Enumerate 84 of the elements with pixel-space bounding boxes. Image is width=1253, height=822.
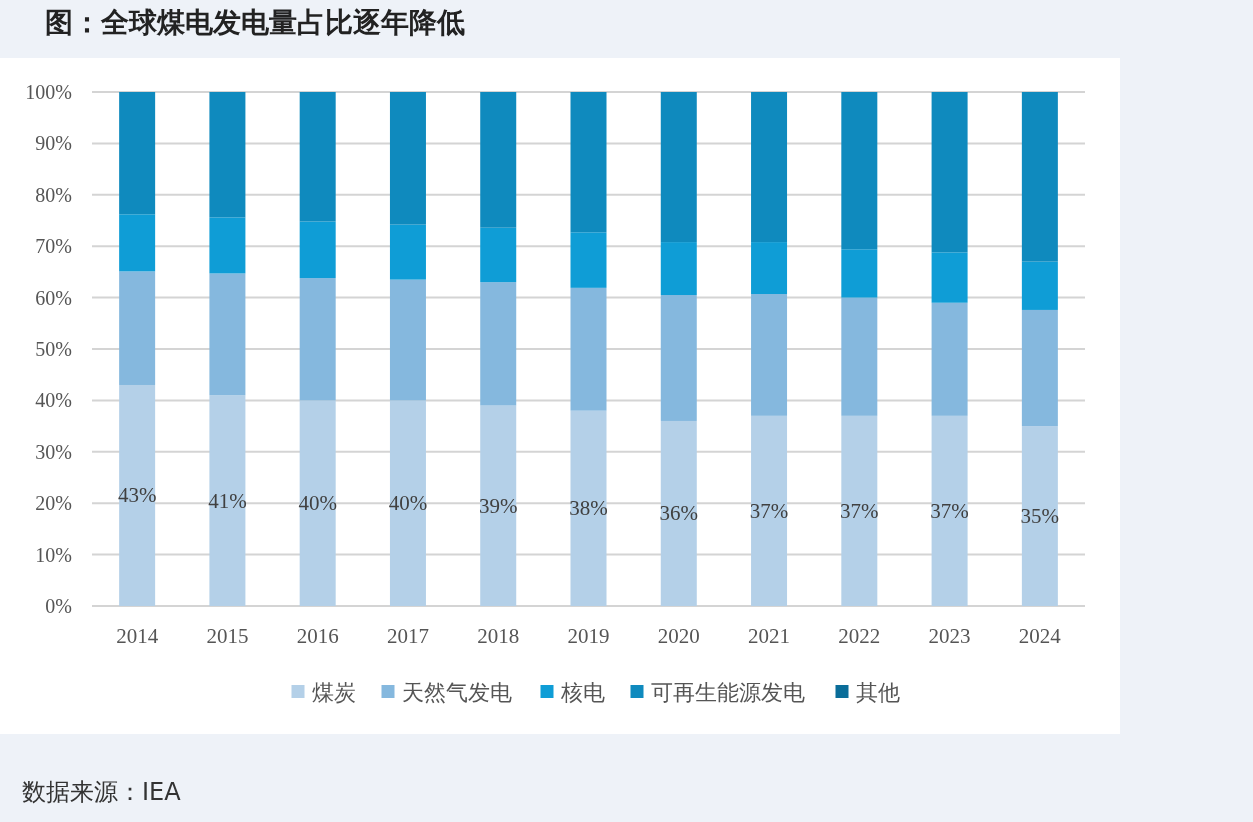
bar (480, 405, 517, 606)
legend-label: 核电 (559, 680, 605, 705)
x-tick-label: 2015 (206, 624, 249, 648)
y-tick-label: 80% (35, 183, 72, 206)
bar (751, 415, 788, 606)
x-tick-label: 2024 (1018, 624, 1062, 648)
bar (1021, 309, 1058, 427)
x-tick-label: 2017 (386, 624, 429, 648)
x-tick-label: 2022 (838, 624, 881, 648)
bar (841, 92, 878, 250)
data-label: 40% (298, 491, 337, 516)
bar (931, 92, 968, 253)
bar (570, 287, 607, 411)
bar (209, 92, 246, 218)
x-tick-label: 2018 (477, 624, 520, 648)
bar (209, 217, 246, 274)
bar (570, 410, 607, 606)
source-note: 数据来源：IEA (22, 778, 182, 806)
data-label: 41% (208, 488, 247, 513)
bar (931, 302, 968, 416)
y-tick-label: 90% (35, 132, 72, 155)
y-tick-label: 60% (35, 286, 72, 309)
bar (751, 242, 788, 294)
bar (480, 227, 517, 283)
bar (389, 224, 426, 280)
bar (1021, 426, 1058, 606)
y-tick-label: 100% (25, 81, 72, 103)
y-tick-label: 30% (35, 440, 72, 463)
data-label: 43% (117, 483, 157, 508)
bar (660, 92, 697, 243)
x-tick-label: 2023 (928, 624, 971, 648)
data-label: 36% (659, 501, 699, 526)
bar (841, 249, 878, 298)
data-label: 37% (840, 498, 879, 523)
bar (119, 92, 156, 215)
bar (299, 221, 336, 279)
bar (751, 294, 788, 416)
x-tick-label: 2021 (748, 624, 791, 648)
bar (660, 420, 697, 606)
data-label: 37% (749, 498, 789, 523)
y-tick-label: 0% (45, 595, 72, 617)
x-tick-label: 2016 (296, 624, 339, 648)
bar (389, 400, 426, 606)
x-tick-label: 2019 (567, 624, 610, 648)
bar (841, 415, 878, 606)
legend-label: 天然气发电 (401, 680, 512, 705)
bar (389, 279, 426, 401)
bar (299, 400, 336, 606)
legend-label: 其他 (855, 680, 900, 705)
bar (570, 232, 607, 288)
y-tick-label: 10% (35, 543, 72, 566)
bar (570, 92, 607, 233)
y-tick-label: 50% (35, 338, 72, 360)
bar (389, 92, 426, 225)
legend-label: 可再生能源发电 (650, 680, 805, 705)
bar (931, 415, 968, 606)
legend-label: 煤炭 (311, 680, 356, 705)
bar (299, 92, 336, 222)
bar (119, 384, 156, 606)
y-tick-label: 20% (35, 492, 72, 515)
bar (1021, 261, 1058, 310)
data-label: 37% (930, 498, 969, 523)
y-tick-label: 40% (35, 389, 72, 412)
bar (480, 282, 517, 406)
bar (209, 395, 246, 606)
y-tick-label: 70% (35, 235, 72, 258)
bar (841, 297, 878, 416)
chart-title: 图：全球煤电发电量占比逐年降低 (45, 6, 465, 39)
x-tick-label: 2014 (116, 624, 159, 648)
data-label: 39% (478, 493, 518, 518)
bar (119, 214, 156, 272)
x-tick-label: 2020 (657, 624, 700, 648)
data-label: 35% (1020, 504, 1060, 529)
bar (751, 92, 788, 243)
bar (660, 295, 697, 421)
bar (119, 271, 156, 385)
bar (931, 252, 968, 303)
bar (660, 242, 697, 296)
bar (1021, 92, 1058, 262)
bar (299, 278, 336, 401)
data-label: 40% (388, 491, 428, 516)
data-label: 38% (569, 496, 608, 521)
bar (209, 273, 246, 396)
bar (480, 92, 517, 228)
